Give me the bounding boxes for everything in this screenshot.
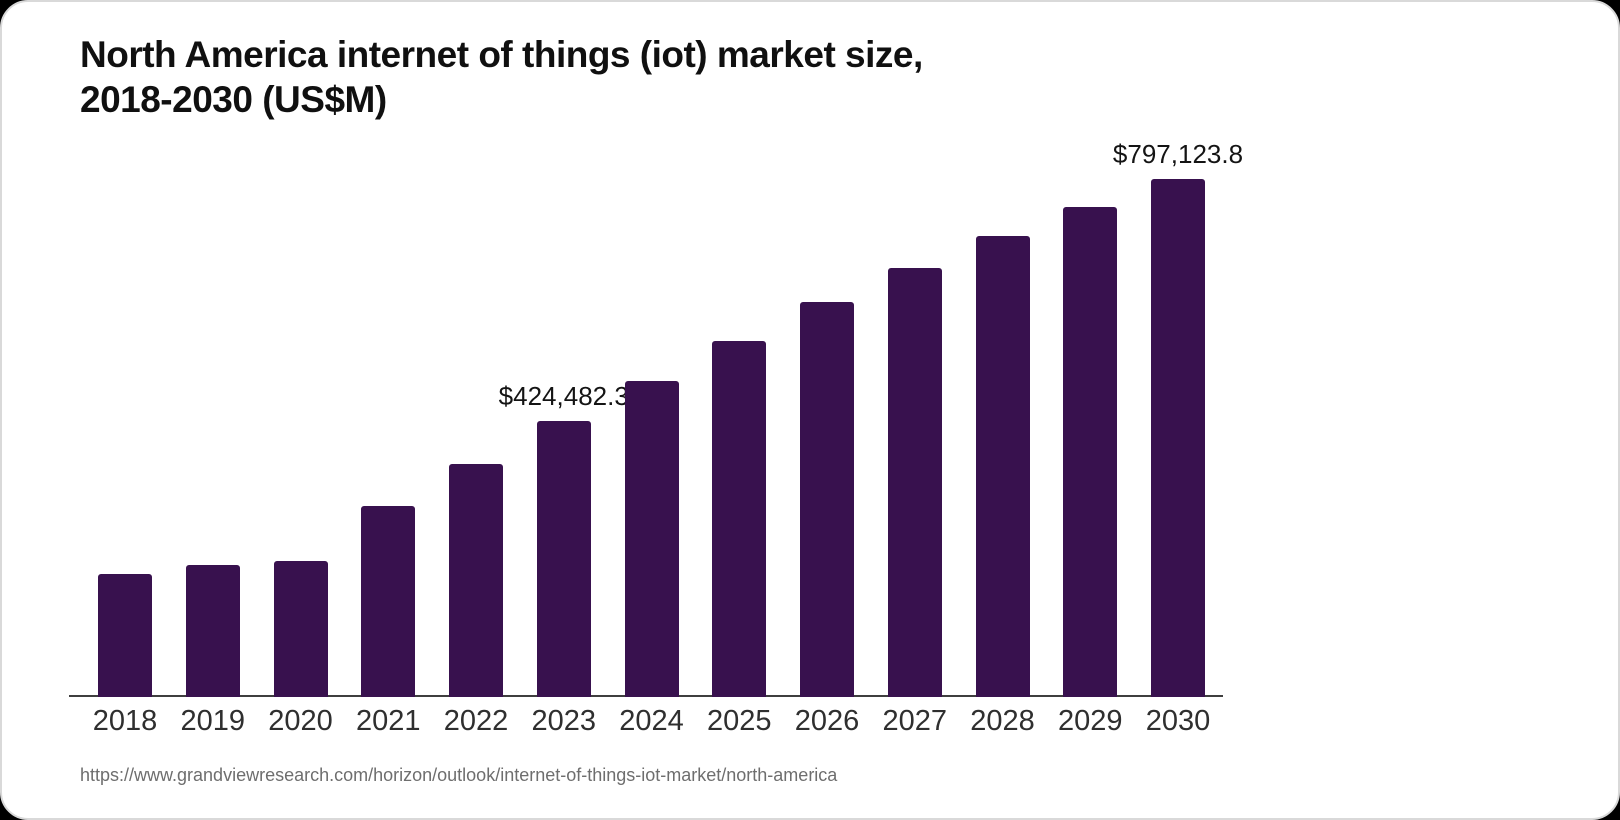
source-url: https://www.grandviewresearch.com/horizo… [80,765,838,785]
x-axis-label-2018: 2018 [92,705,158,737]
bar-2020 [273,561,328,697]
bar-2023 [536,421,591,697]
bar-chart-plot-area: $424,482.3 $797,123.8 [2,135,1618,697]
x-axis-label-2022: 2022 [443,705,509,737]
x-axis-label-2021: 2021 [355,705,421,737]
bar-2025 [712,340,767,697]
chart-title-line1: North America internet of things (iot) m… [80,34,923,75]
x-axis-label-2028: 2028 [970,705,1035,737]
bar-value-label-2030: $797,123.8 [1112,139,1244,169]
bar-2026 [800,302,854,697]
bar-2018 [98,574,152,697]
bar-2027 [887,268,942,697]
x-axis-label-2024: 2024 [619,705,684,737]
x-axis-label-2019: 2019 [180,705,246,737]
bar-2024 [624,380,679,697]
chart-title-line2: 2018-2030 (US$M) [80,79,387,120]
bar-2029 [1063,207,1118,697]
bar-value-label-2023: $424,482.3 [498,381,629,412]
bar-2030 [1151,179,1205,697]
x-axis-label-2030: 2030 [1145,705,1211,737]
bar-2022 [449,463,503,697]
x-axis-label-2027: 2027 [882,705,948,737]
x-axis-label-2025: 2025 [706,705,772,737]
x-axis-labels: 2018 2019 2020 2021 2022 2023 2024 2025 2026 2027… [2,705,1618,747]
x-axis-label-2023: 2023 [531,705,597,737]
bar-2021 [361,506,416,697]
x-axis-label-2026: 2026 [794,705,860,737]
bar-2019 [185,565,240,697]
x-axis-label-2020: 2020 [268,705,333,737]
bar-2028 [975,236,1030,697]
x-axis-label-2029: 2029 [1057,705,1123,737]
chart-title: North America internet of things (iot) m… [80,32,923,122]
